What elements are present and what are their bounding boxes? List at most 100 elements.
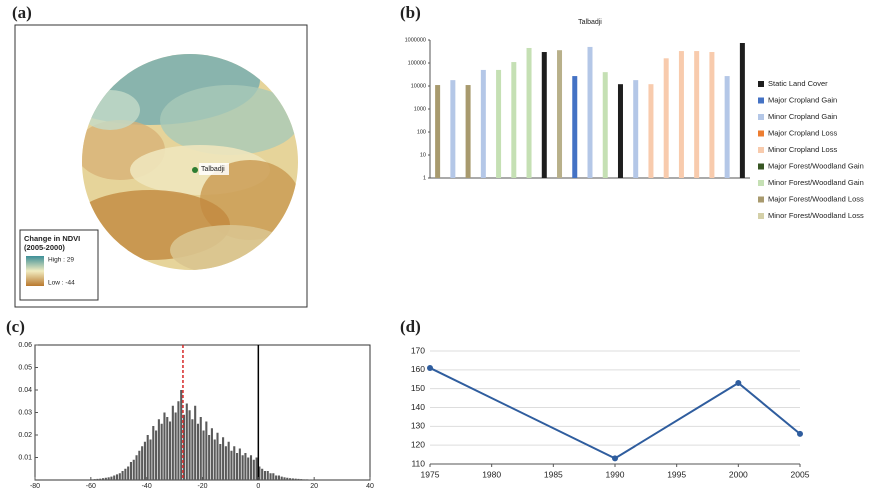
y-tick-label: 1000000 (405, 37, 426, 43)
y-tick-label: 1000 (414, 106, 426, 112)
x-tick-label: 20 (310, 483, 318, 489)
y-tick-label: 1 (423, 175, 426, 181)
legend-label: Major Cropland Gain (768, 95, 837, 104)
hist-bar (115, 474, 119, 480)
bar (739, 43, 745, 178)
x-tick-label: 40 (366, 483, 374, 489)
y-tick-label: 150 (411, 383, 425, 393)
bar (541, 52, 547, 178)
x-tick-label: 2000 (729, 469, 748, 479)
hist-bar (188, 410, 191, 480)
hist-bar (244, 453, 247, 480)
y-tick-label: 140 (411, 402, 425, 412)
panel-label: (a) (12, 3, 32, 22)
legend-low: Low : -44 (48, 280, 75, 287)
hist-bar (141, 446, 144, 480)
hist-bar (303, 479, 306, 480)
hist-bar (196, 423, 200, 480)
data-line (429, 367, 801, 460)
y-tick-label: 0.02 (18, 432, 32, 439)
legend-label: Minor Cropland Gain (768, 112, 837, 121)
bar (694, 51, 700, 178)
x-tick-label: 1985 (544, 469, 563, 479)
hist-bar (118, 473, 121, 480)
x-tick-label: -20 (197, 483, 207, 489)
data-point (427, 364, 433, 371)
hist-bar (238, 448, 241, 480)
data-point (797, 430, 803, 437)
y-tick-label: 0.03 (18, 409, 32, 416)
legend-label: Static Land Cover (768, 79, 828, 88)
y-tick-label: 0.04 (18, 387, 32, 394)
hist-bar (96, 478, 99, 480)
legend-label: Major Forest/Woodland Gain (768, 161, 864, 170)
hist-bar (216, 432, 219, 480)
data-point (735, 380, 742, 387)
bar (602, 72, 608, 178)
hist-bar (236, 453, 239, 480)
x-tick-label: 1980 (482, 469, 501, 479)
bar (465, 85, 471, 178)
bar (496, 69, 502, 178)
hist-bar (199, 417, 202, 480)
hist-bar (252, 459, 255, 480)
bar (648, 84, 654, 178)
hist-bar (194, 405, 197, 480)
hist-bar (247, 457, 250, 480)
y-tick-label: 10 (420, 152, 426, 158)
bar (587, 46, 593, 178)
hist-bar (241, 455, 244, 480)
place-label: Talbadji (201, 166, 225, 173)
hist-bar (289, 478, 292, 480)
bar (724, 76, 730, 178)
hist-bar (297, 478, 300, 480)
hist-bar (249, 455, 253, 480)
y-tick-label: 160 (411, 364, 425, 374)
hist-bar (93, 479, 96, 480)
legend-swatch (758, 81, 764, 87)
hist-bar (157, 419, 160, 480)
chart-title: Talbadji (578, 19, 602, 26)
hist-bar (210, 428, 213, 480)
hist-bar (202, 430, 205, 480)
hist-bar (152, 426, 155, 480)
hist-bar (219, 444, 222, 480)
hist-bar (132, 459, 135, 480)
hist-bar (166, 417, 169, 480)
place-marker (192, 167, 198, 173)
bar (617, 84, 623, 178)
hist-bar (155, 430, 158, 480)
panel-label: (b) (400, 3, 421, 22)
hist-bar (233, 446, 236, 480)
hist-bar (163, 412, 166, 480)
hist-bar (149, 439, 152, 480)
legend-swatch (758, 97, 764, 104)
y-tick-label: 0.06 (18, 342, 32, 349)
hist-bar (277, 475, 280, 480)
hist-bar (227, 441, 230, 480)
legend-title: (2005-2000) (24, 243, 65, 252)
y-tick-label: 10000 (411, 83, 426, 89)
hist-bar (113, 475, 116, 480)
legend-title: Change in NDVI (24, 234, 80, 243)
hist-bar (255, 457, 258, 480)
legend-swatch (758, 180, 764, 186)
data-point (612, 455, 618, 462)
bar (709, 52, 715, 178)
hist-bar (224, 446, 227, 480)
x-tick-label: 2005 (791, 469, 810, 479)
legend-label: Minor Forest/Woodland Loss (768, 211, 864, 220)
hist-bar (185, 403, 188, 480)
panel-label: (d) (400, 317, 421, 336)
y-tick-label: 120 (411, 439, 425, 449)
legend-ramp (26, 256, 44, 286)
hist-bar (182, 414, 186, 480)
legend-label: Minor Cropland Loss (768, 145, 837, 154)
y-tick-label: 170 (411, 345, 425, 355)
hist-bar (138, 450, 141, 480)
hist-bar (102, 478, 105, 480)
hist-bar (129, 462, 133, 480)
hist-bar (121, 471, 124, 480)
hist-bar (213, 439, 216, 480)
